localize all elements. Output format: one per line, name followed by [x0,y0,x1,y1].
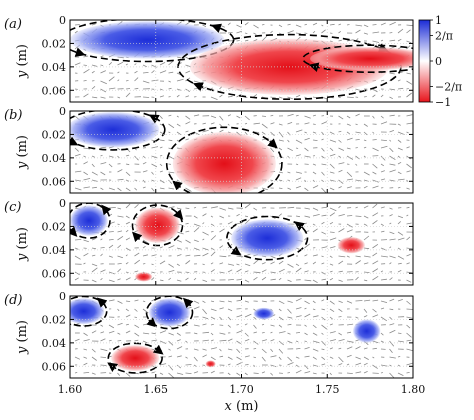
positive-vortex [70,112,160,148]
y-tick-label: 0.06 [42,267,67,280]
y-tick-label: 0.06 [42,175,67,188]
y-tick-label: 0.06 [42,360,67,373]
grid [70,203,413,285]
rotation-arrow [101,204,112,216]
grid [70,296,413,378]
y-tick-label: 0 [59,105,66,118]
y-tick-label: 0.04 [42,61,67,74]
negative-vortex [205,360,216,368]
panel-label: (a) [4,17,22,32]
negative-vortex [310,47,413,71]
y-axis-label: y (m) [15,135,30,170]
negative-vortex [337,237,365,254]
y-tick-label: 0.02 [42,220,67,233]
x-tick-label: 1.60 [58,383,83,396]
colorbar-tick-label: 0 [435,55,442,68]
panel-label: (d) [4,293,22,308]
negative-vortex [135,272,153,282]
panel-label: (c) [4,200,21,215]
x-tick-label: 1.80 [401,383,426,396]
vortex-contour [107,342,163,374]
x-tick-label: 1.65 [144,383,169,396]
x-tick-label: 1.70 [229,383,254,396]
x-axis-title: x (m) [225,399,259,414]
positive-vortex [253,307,275,320]
panel-4: 0 0.02 0.04 0.06 y (m) (d) [4,290,414,379]
positive-vortex [70,21,225,59]
x-axis-label: 1.60 1.65 1.70 1.75 1.80 x (m) [58,383,426,414]
rotation-arrow [267,138,278,149]
y-axis-label: y (m) [15,320,30,355]
positive-vortex [353,319,381,343]
positive-vortex [231,219,304,257]
colorbar-tick-label: 2/π [435,30,453,43]
positive-vortex [148,298,191,327]
rotation-arrow [96,297,108,308]
rotation-arrow [172,180,183,191]
colorbar: 1 2/π 0 −2/π −1 [418,14,462,109]
vortex-contour [70,111,166,151]
rotation-arrow [148,114,160,124]
panel-1: 0 0.02 0.04 0.06 y (m) (a) [4,14,414,103]
y-tick-label: 0.02 [42,313,67,326]
vortex-contour [70,20,235,63]
x-tick-label: 1.75 [315,383,340,396]
y-axis-label: y (m) [15,227,30,262]
y-tick-label: 0 [59,14,66,27]
colorbar-tick-label: 1 [435,14,442,27]
rotation-arrow [152,344,164,355]
y-axis-label: y (m) [15,44,30,79]
y-tick-label: 0 [59,290,66,303]
rotation-arrow [192,82,204,92]
colorbar-gradient [418,19,431,103]
rotation-arrow [146,317,157,328]
y-tick-label: 0.02 [42,128,67,141]
vortex-contour [131,204,184,247]
colorbar-tick-label: −1 [435,96,451,109]
rotation-arrow [173,209,184,220]
y-tick-label: 0.04 [42,337,67,350]
panel-label: (b) [4,108,22,123]
y-tick-label: 0.04 [42,244,67,257]
y-tick-label: 0.02 [42,37,67,50]
vortex-contour [165,126,283,193]
rotation-arrow [107,362,119,373]
grid [70,20,413,102]
y-tick-label: 0.06 [42,84,67,97]
panels: 0 0.02 0.04 0.06 y (m) (a) 0 0.02 0.04 0.06 y (m) (… [4,14,414,379]
positive-vortex [70,205,108,236]
negative-vortex [172,132,276,193]
negative-vortex [135,207,180,243]
rotation-arrow [132,231,143,243]
negative-vortex [111,345,160,371]
positive-vortex [70,298,105,325]
vortex-contour [226,215,309,261]
y-tick-label: 0.04 [42,152,67,165]
panel-2: 0 0.02 0.04 0.06 y (m) (b) [4,105,414,194]
panel-3: 0 0.02 0.04 0.06 y (m) (c) [4,197,414,286]
rotation-arrow [294,221,305,232]
colorbar-tick-label: −2/π [435,80,462,93]
rotation-arrow [182,297,194,309]
y-tick-label: 0 [59,197,66,210]
rotation-arrow [70,136,79,146]
rotation-arrow [70,226,78,237]
rotation-arrow [211,23,222,33]
grid [70,111,413,193]
rotation-arrow [74,47,86,57]
vortex-contour [302,44,413,73]
rotation-arrow [230,245,242,256]
